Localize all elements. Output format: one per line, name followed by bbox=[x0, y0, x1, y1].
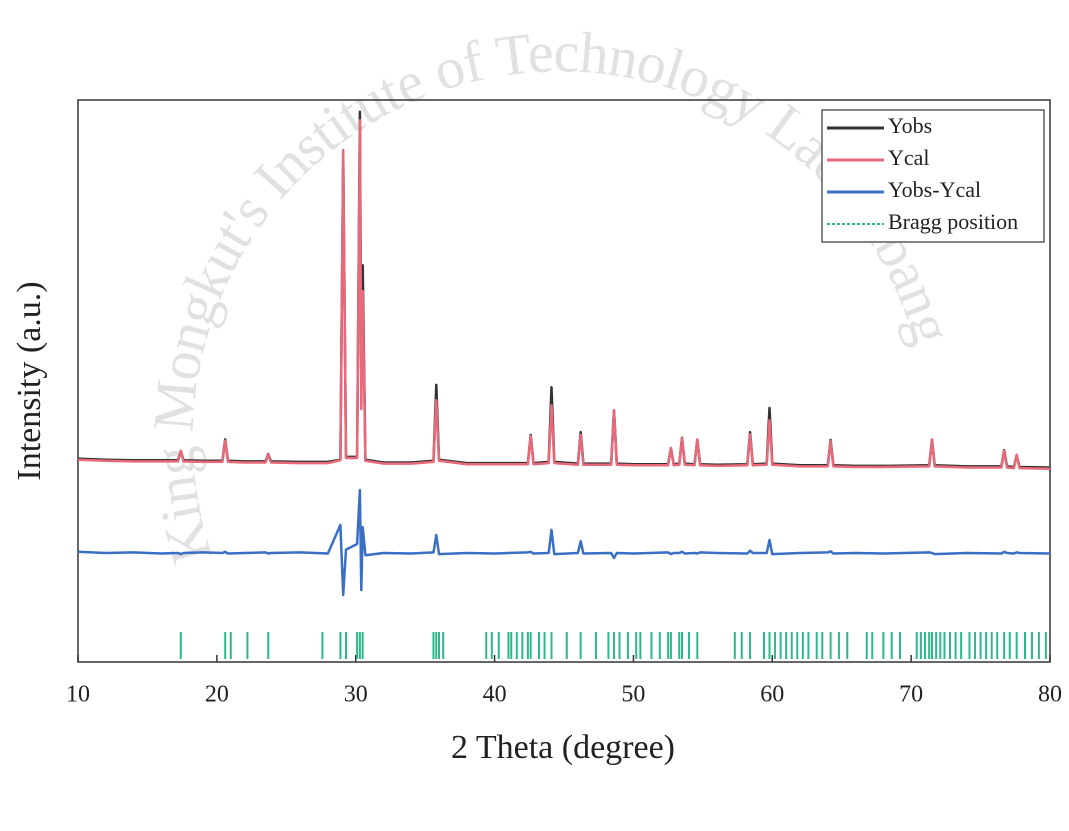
y-axis-title: Intensity (a.u.) bbox=[11, 281, 48, 480]
legend-label: Bragg position bbox=[888, 209, 1018, 234]
legend-label: Yobs bbox=[888, 113, 932, 138]
legend-label: Ycal bbox=[888, 145, 930, 170]
legend-label: Yobs-Ycal bbox=[888, 177, 981, 202]
x-axis-title: 2 Theta (degree) bbox=[451, 729, 675, 766]
x-tick-label: 80 bbox=[1038, 682, 1062, 708]
x-tick-label: 60 bbox=[760, 682, 784, 708]
watermark: King Mongkut's Institute of Technology L… bbox=[141, 19, 966, 570]
x-tick-label: 10 bbox=[66, 682, 90, 708]
x-tick-label: 40 bbox=[483, 682, 507, 708]
x-tick-label: 70 bbox=[899, 682, 923, 708]
x-tick-label: 30 bbox=[344, 682, 368, 708]
series-line bbox=[78, 490, 1050, 595]
watermark-text: King Mongkut's Institute of Technology L… bbox=[141, 19, 966, 570]
x-tick-label: 20 bbox=[205, 682, 229, 708]
x-tick-label: 50 bbox=[621, 682, 645, 708]
chart: King Mongkut's Institute of Technology L… bbox=[0, 0, 1069, 831]
